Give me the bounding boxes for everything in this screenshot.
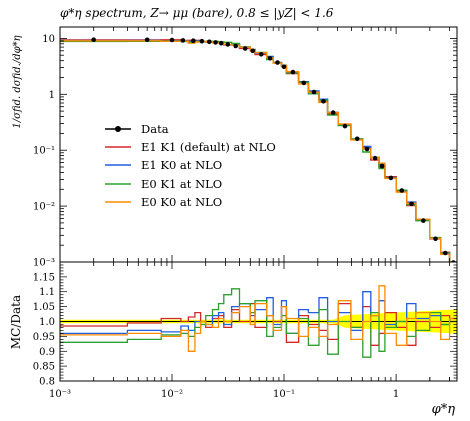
ratio-panel-series [60,285,457,358]
data-point [433,236,438,242]
legend-label-e1k1: E1 K1 (default) at NLO [141,140,276,154]
data-point [388,175,394,181]
ratio-series-e0k0 [60,285,457,352]
top-y-axis-ticks: 10 1 10⁻¹ 10⁻² 10⁻³ [33,34,457,269]
legend-label-data: Data [141,122,169,136]
data-point [267,56,273,61]
ratio-y-tick-label: 1.15 [33,272,55,283]
x-tick-label: 10⁻³ [49,389,71,400]
data-point [354,136,360,142]
x-tick-label: 10⁻¹ [273,389,295,400]
top-y-axis-label: 1/σfid. dσfid./dφ*η [12,35,23,128]
data-point [242,46,248,51]
data-point [207,39,212,45]
top-y-tick-label: 10⁻¹ [33,146,55,157]
data-point [342,123,348,129]
data-point [281,64,287,70]
data-point [250,48,255,54]
data-point [225,42,231,47]
top-y-axis-label-text: 1/σfid. dσfid./dφ*η [12,35,23,128]
x-axis-ticks: 10⁻³ 10⁻² 10⁻¹ 1 [49,27,450,400]
ratio-y-tick-label: 0.95 [33,332,55,343]
top-y-tick-label: 10⁻³ [33,258,55,269]
ratio-y-axis-label: MC/Data [9,295,23,349]
ratio-y-axis-ticks: 0.8 0.85 0.9 0.95 1.0 1.05 1.1 1.15 [33,261,457,388]
data-point [290,69,296,75]
data-point [409,201,414,207]
ratio-y-tick-label: 0.85 [33,362,55,373]
data-point [301,80,307,86]
legend: Data E1 K1 (default) at NLO E1 K0 at NLO… [105,122,276,209]
top-y-tick-label: 1 [49,90,55,101]
data-point [321,99,326,104]
data-point [180,38,186,43]
data-point [443,250,448,256]
data-point [311,89,317,95]
ratio-y-tick-label: 0.9 [39,347,55,358]
data-point [379,163,385,169]
top-y-tick-label: 10⁻² [33,202,55,213]
data-point [169,37,175,43]
data-point [364,146,370,152]
top-y-tick-label: 10 [42,34,55,45]
data-point [330,110,336,115]
data-point [199,38,205,44]
data-point [421,218,426,223]
chart-title: φ*η spectrum, Z→ μμ (bare), 0.8 ≤ |yZ| <… [60,6,334,20]
data-point [144,37,150,43]
data-point [91,37,96,42]
ratio-y-tick-label: 1.0 [39,317,55,328]
ratio-y-tick-label: 1.1 [39,287,55,298]
data-point [213,40,218,45]
ratio-y-axis-label-text: MC/Data [9,295,23,349]
data-point [191,38,196,43]
ratio-y-tick-label: 0.8 [39,377,55,388]
ratio-y-tick-label: 1.05 [33,302,55,313]
data-point [372,155,378,161]
data-point [233,43,238,49]
legend-label-e1k0: E1 K0 at NLO [141,158,222,172]
legend-label-e0k0: E0 K0 at NLO [141,195,222,209]
data-point [258,52,264,57]
x-axis-label: φ*η [432,402,456,417]
data-point [275,60,280,65]
x-tick-label: 10⁻² [161,389,183,400]
data-points [91,37,456,262]
legend-marker-data-point [115,126,121,132]
data-point [399,188,405,193]
legend-label-e0k1: E0 K1 at NLO [141,177,222,191]
x-tick-label: 1 [393,389,399,400]
data-point [218,40,224,46]
